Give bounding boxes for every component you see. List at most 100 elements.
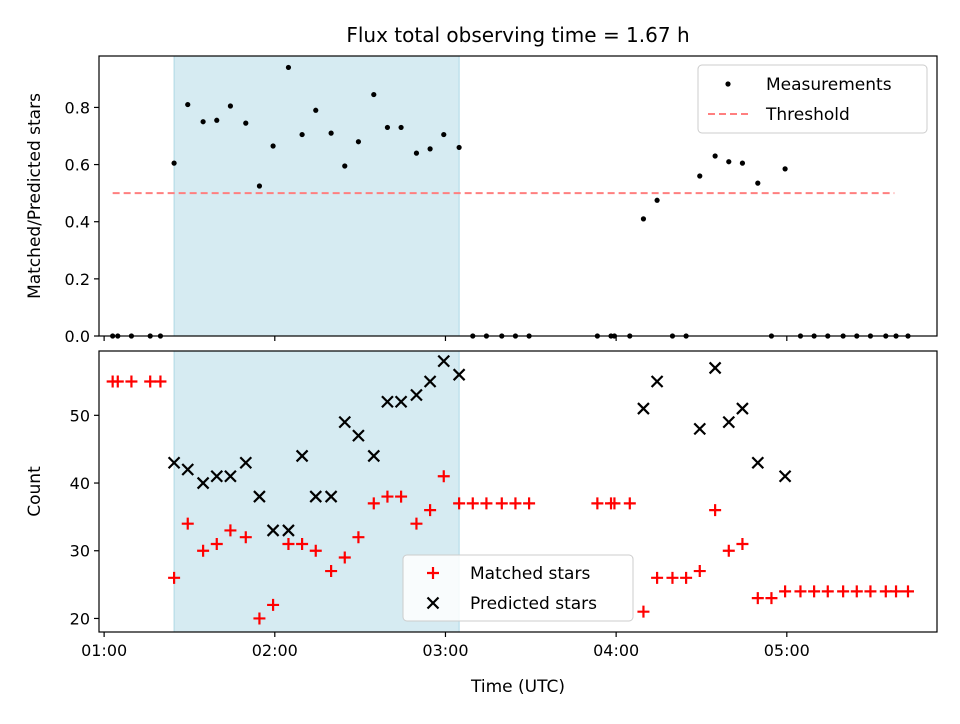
measurement-point [441,131,447,138]
predicted-star-marker [423,375,437,388]
matched-star-marker [608,497,621,510]
matched-star-marker [338,551,351,564]
y-tick-label: 30 [70,542,90,561]
axes-frame [98,55,938,337]
matched-star-marker [495,497,508,510]
matched-star-marker [197,544,210,557]
predicted-star-marker [381,395,394,409]
legend-box [697,64,928,134]
matched-star-marker [509,497,522,510]
predicted-star-marker [295,449,309,463]
matched-star-marker [168,571,181,584]
matched-star-marker [666,571,679,584]
y-axis-label: Count [25,466,45,517]
x-tick-label: 02:00 [252,641,298,660]
x-tick-label: 05:00 [764,641,810,660]
legend-box [402,554,634,622]
y-tick-label: 0.0 [65,327,90,346]
measurement-point [384,124,391,131]
predicted-star-marker [410,388,423,402]
measurement-point [456,144,462,151]
matched-star-marker [850,585,863,598]
predicted-star-marker [736,402,749,415]
legend: Matched stars Predicted stars [402,554,634,622]
matched-star-marker [325,565,338,578]
observing-span [173,55,460,337]
predicted-star-marker [210,469,224,483]
matched-star-marker [282,537,295,550]
predicted-star-marker [266,524,280,537]
matched-star-marker [808,585,821,598]
y-tick-label: 20 [70,609,90,628]
matched-star-marker [309,544,322,557]
legend-label-predicted: Predicted stars [470,594,597,614]
predicted-star-marker [693,422,707,436]
measurement-point [256,183,263,189]
legend-measurement-marker [725,81,731,87]
y-tick-label: 40 [70,474,90,493]
legend-predicted-marker [426,596,440,610]
predicted-star-marker [224,469,237,483]
y-tick-label: 0.4 [65,213,90,232]
predicted-star-marker [282,524,295,537]
matched-star-marker [224,524,237,537]
measurement-point [371,91,377,98]
measurement-point [285,64,292,71]
predicted-star-marker [708,361,722,375]
predicted-star-marker [309,490,323,503]
bottom-panel: 01:00 02:00 03:00 04:00 05:00 20 30 40 50 Count Ti… [25,350,938,697]
measurement-point [313,107,319,113]
x-axis-label: Time (UTC) [470,677,565,697]
matched-star-marker [480,497,493,510]
matched-star-marker [736,537,749,550]
measurement-point [755,180,761,186]
predicted-star-marker [394,395,408,409]
measurement-point [328,130,334,136]
measurement-point [185,101,191,108]
predicted-star-marker [253,490,266,503]
matched-star-marker [794,585,807,598]
matched-star-marker [267,598,280,611]
legend-label-threshold: Threshold [765,105,850,125]
x-tick-label: 03:00 [422,641,468,660]
matched-star-marker [864,585,877,598]
measurement-point [782,166,788,172]
matched-star-marker [466,497,479,510]
y-tick-label: 0.8 [65,98,90,117]
matched-star-marker [367,497,380,510]
matched-star-marker [111,375,124,388]
matched-star-marker [253,612,266,625]
matched-star-marker [623,497,636,510]
measurement-point [200,119,206,125]
matched-star-marker [751,592,764,605]
measurement-point [640,216,647,222]
matched-star-marker [437,470,450,483]
predicted-star-marker [181,463,195,476]
predicted-star-marker [722,415,736,429]
matched-star-marker [144,375,157,388]
measurement-point [739,160,746,166]
legend-label-measurements: Measurements [766,75,892,95]
predicted-star-marker [778,469,792,483]
predicted-star-marker [196,476,210,490]
measurement-point [712,153,718,159]
measurement-point [299,131,305,138]
legend-matched-marker [427,567,439,579]
matched-star-marker [693,565,706,578]
measurement-point [697,173,703,179]
matched-star-marker [181,517,194,530]
matched-star-marker [352,531,365,544]
matched-star-marker [239,531,252,544]
predicted-star-marker [239,456,253,470]
measurement-point [227,103,234,109]
matched-star-marker [296,537,309,550]
matched-star-marker [651,571,664,584]
predicted-star-marker [437,354,451,368]
measurement-point [427,146,433,152]
predicted-star-marker [167,456,181,470]
measurement-point [214,117,220,123]
matched-star-marker [722,544,735,557]
predicted-star-marker [367,449,381,463]
matched-star-marker [125,375,138,388]
